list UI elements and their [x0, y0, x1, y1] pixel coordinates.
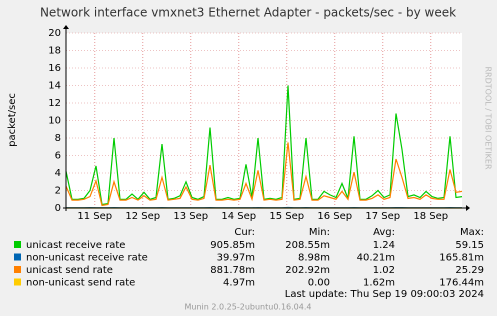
footer: Munin 2.0.25-2ubuntu0.16.04.4 — [185, 303, 312, 312]
legend-swatch — [14, 278, 21, 286]
x-tick-label: 14 Sep — [221, 211, 256, 222]
y-axis-label: packet/sec — [7, 93, 18, 147]
y-tick-label: 6 — [55, 151, 61, 162]
last-update: Last update: Thu Sep 19 09:00:03 2024 — [285, 289, 484, 300]
legend-stat: 8.98m — [298, 253, 330, 264]
legend-label: non-unicast send rate — [26, 278, 135, 289]
legend-label: non-unicast receive rate — [26, 253, 148, 264]
legend-label: unicast receive rate — [26, 240, 125, 251]
legend-stat: 208.55m — [285, 240, 330, 251]
y-tick-label: 14 — [48, 81, 61, 92]
legend-stat: 4.97m — [223, 278, 255, 289]
legend-stat: 59.15 — [455, 240, 484, 251]
series-line — [65, 142, 463, 207]
x-tick-label: 15 Sep — [269, 211, 304, 222]
legend-swatch — [14, 266, 21, 273]
y-tick-label: 18 — [48, 46, 61, 57]
legend-stat: 905.85m — [210, 240, 255, 251]
y-tick-label: 2 — [55, 186, 61, 197]
y-tick-label: 8 — [55, 133, 61, 144]
x-axis-arrow — [466, 205, 470, 211]
legend-header: Cur: — [234, 227, 255, 238]
legend-swatch — [14, 253, 21, 261]
legend-stat: 165.81m — [439, 253, 484, 264]
legend-stat: 40.21m — [357, 253, 395, 264]
x-tick-label: 13 Sep — [173, 211, 208, 222]
legend-stat: 1.62m — [363, 278, 395, 289]
y-tick-label: 4 — [55, 168, 61, 179]
legend-header: Min: — [309, 227, 330, 238]
y-tick-label: 20 — [48, 28, 61, 39]
x-tick-label: 17 Sep — [365, 211, 400, 222]
y-tick-label: 10 — [48, 116, 61, 127]
x-tick-label: 12 Sep — [125, 211, 160, 222]
legend-stat: 881.78m — [210, 265, 255, 276]
legend-swatch — [14, 241, 21, 248]
x-tick-label: 18 Sep — [413, 211, 448, 222]
legend-stat: 0.00 — [308, 278, 330, 289]
legend-stat: 176.44m — [439, 278, 484, 289]
x-tick-label: 11 Sep — [77, 211, 112, 222]
y-tick-label: 12 — [48, 98, 61, 109]
legend-stat: 25.29 — [455, 265, 484, 276]
chart-title: Network interface vmxnet3 Ethernet Adapt… — [40, 6, 456, 20]
legend-label: unicast send rate — [26, 265, 113, 276]
legend-stat: 202.92m — [285, 265, 330, 276]
y-tick-label: 0 — [55, 203, 61, 214]
legend-stat: 39.97m — [217, 253, 255, 264]
legend-stat: 1.02 — [373, 265, 395, 276]
legend-stat: 1.24 — [373, 240, 395, 251]
legend-header: Max: — [460, 227, 484, 238]
y-tick-label: 16 — [48, 63, 61, 74]
y-axis-arrow — [63, 25, 69, 29]
side-label: RRDTOOL / TOBI OETIKER — [484, 66, 493, 169]
legend-header: Avg: — [373, 227, 395, 238]
x-tick-label: 16 Sep — [317, 211, 352, 222]
